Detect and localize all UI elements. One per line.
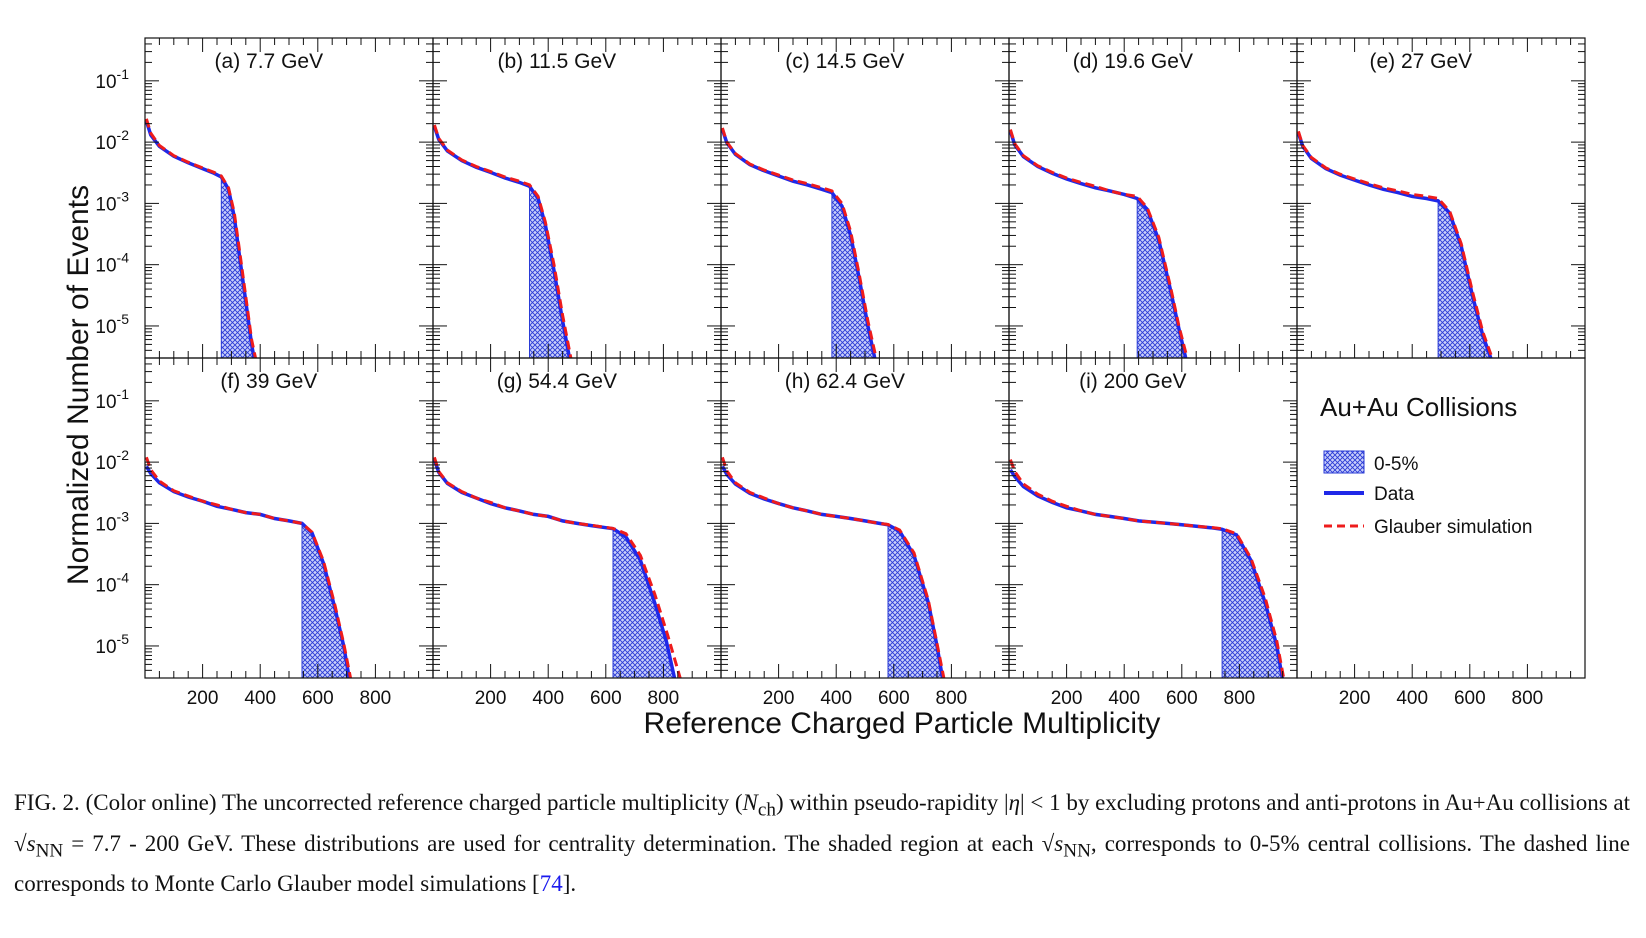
panel-axes-7: 200 400 600 800 <box>721 357 1009 709</box>
x-tick-label: 800 <box>648 688 680 709</box>
panel-7: (h) 62.4 GeV <box>720 357 1010 679</box>
panel-plot-2 <box>721 127 878 358</box>
panel-plot-1 <box>433 124 573 358</box>
panel-title: (c) 14.5 GeV <box>785 50 904 73</box>
panel-title: (h) 62.4 GeV <box>785 370 905 393</box>
series-line-glauber <box>721 127 878 358</box>
panel-axes-4 <box>1297 37 1585 359</box>
panel-plot-0 <box>145 118 258 358</box>
x-tick-label: 200 <box>1339 688 1371 709</box>
panel-axes-3 <box>1009 37 1297 359</box>
panel-title: (i) 200 GeV <box>1079 370 1186 393</box>
figure-caption: FIG. 2. (Color online) The uncorrected r… <box>14 790 1631 897</box>
y-tick-label: 10-2 <box>95 447 129 474</box>
citation-link[interactable]: 74 <box>539 871 563 897</box>
panel-5: (f) 39 GeV <box>144 357 434 679</box>
x-tick-label: 600 <box>1166 688 1198 709</box>
panel-axes-1 <box>433 37 721 359</box>
legend: Au+Au Collisions 0-5% Data Glauber simul… <box>1320 392 1532 538</box>
shaded-region-0-5-percent <box>612 527 676 678</box>
y-tick-label: 10-5 <box>95 311 129 338</box>
legend-title: Au+Au Collisions <box>1320 392 1517 422</box>
y-axis-label: Normalized Number of Events <box>62 185 95 585</box>
x-tick-label: 400 <box>244 688 276 709</box>
x-tick-label: 200 <box>475 688 507 709</box>
panel-1: (b) 11.5 GeV <box>432 37 722 359</box>
series-line-glauber <box>145 456 353 678</box>
panels-group: (a) 7.7 GeV 10-1 10-2 10-3 10-4 10-5 (b) 11.5 … <box>95 37 1586 709</box>
series-line-glauber <box>1009 129 1189 358</box>
y-tick-label: 10-4 <box>95 570 129 597</box>
shaded-region-0-5-percent <box>301 522 350 678</box>
series-line-glauber <box>433 124 573 358</box>
shaded-region-0-5-percent <box>1221 528 1284 678</box>
series-line-data <box>1297 132 1493 358</box>
panel-6: (g) 54.4 GeV <box>432 357 722 679</box>
panel-plot-3 <box>1009 129 1189 358</box>
panel-axes-5: 200 400 600 800 10-1 10-2 10-3 10-4 10-5 <box>95 357 433 709</box>
panel-3: (d) 19.6 GeV <box>1008 37 1298 359</box>
panel-title: (f) 39 GeV <box>220 370 317 393</box>
series-line-glauber <box>721 456 946 678</box>
y-tick-label: 10-3 <box>95 188 129 215</box>
x-tick-label: 400 <box>532 688 564 709</box>
series-line-glauber <box>433 456 682 678</box>
x-tick-label: 600 <box>1454 688 1486 709</box>
x-tick-label: 600 <box>302 688 334 709</box>
legend-entry-glauber: Glauber simulation <box>1374 517 1532 538</box>
panel-title: (g) 54.4 GeV <box>497 370 617 393</box>
panel-2: (c) 14.5 GeV <box>720 37 1010 359</box>
x-tick-label: 400 <box>820 688 852 709</box>
x-axis-label: Reference Charged Particle Multiplicity <box>644 707 1161 740</box>
panel-legend-frame: 200 400 600 800 <box>1296 357 1586 709</box>
panel-plot-6 <box>433 456 682 678</box>
series-line-glauber <box>1297 130 1494 358</box>
panel-axes-0: 10-1 10-2 10-3 10-4 10-5 <box>95 37 433 359</box>
y-tick-label: 10-4 <box>95 250 129 277</box>
panel-axes-2 <box>721 37 1009 359</box>
y-tick-label: 10-1 <box>95 386 129 413</box>
panel-axes-8: 200 400 600 800 <box>1009 357 1297 709</box>
panel-title: (a) 7.7 GeV <box>215 50 324 73</box>
panel-plot-4 <box>1297 130 1494 358</box>
legend-swatch-shaded <box>1323 450 1365 474</box>
x-tick-label: 800 <box>1512 688 1544 709</box>
x-tick-label: 600 <box>878 688 910 709</box>
y-tick-label: 10-3 <box>95 508 129 535</box>
panel-0: (a) 7.7 GeV <box>144 37 434 359</box>
panel-frame <box>432 357 722 679</box>
x-tick-label: 200 <box>1051 688 1083 709</box>
panel-plot-7 <box>721 456 946 678</box>
panel-title: (d) 19.6 GeV <box>1073 50 1193 73</box>
panel-axes-6: 200 400 600 800 <box>433 357 721 709</box>
figure: (a) 7.7 GeV 10-1 10-2 10-3 10-4 10-5 (b) 11.5 … <box>62 37 1586 740</box>
legend-entry-data: Data <box>1374 484 1415 505</box>
y-tick-label: 10-2 <box>95 127 129 154</box>
series-line-glauber <box>1009 459 1286 678</box>
panel-frame <box>720 357 1010 679</box>
panel-plot-5 <box>145 456 353 678</box>
legend-entry-shaded: 0-5% <box>1374 454 1418 475</box>
shaded-region-0-5-percent <box>887 523 944 678</box>
y-tick-label: 10-1 <box>95 66 129 93</box>
x-tick-label: 400 <box>1108 688 1140 709</box>
x-tick-label: 800 <box>360 688 392 709</box>
x-tick-label: 800 <box>936 688 968 709</box>
panel-8: (i) 200 GeV <box>1008 357 1298 679</box>
panel-frame <box>432 37 722 359</box>
panel-frame <box>144 357 434 679</box>
panel-title: (e) 27 GeV <box>1369 50 1472 73</box>
x-tick-label: 200 <box>763 688 795 709</box>
panel-plot-8 <box>1009 459 1286 678</box>
panel-frame <box>144 37 434 359</box>
panel-4: (e) 27 GeV <box>1296 37 1586 359</box>
series-line-glauber <box>145 118 258 358</box>
x-tick-label: 200 <box>187 688 219 709</box>
x-tick-label: 400 <box>1396 688 1428 709</box>
x-tick-label: 600 <box>590 688 622 709</box>
y-tick-label: 10-5 <box>95 631 129 658</box>
panel-title: (b) 11.5 GeV <box>498 50 617 73</box>
x-tick-label: 800 <box>1224 688 1256 709</box>
